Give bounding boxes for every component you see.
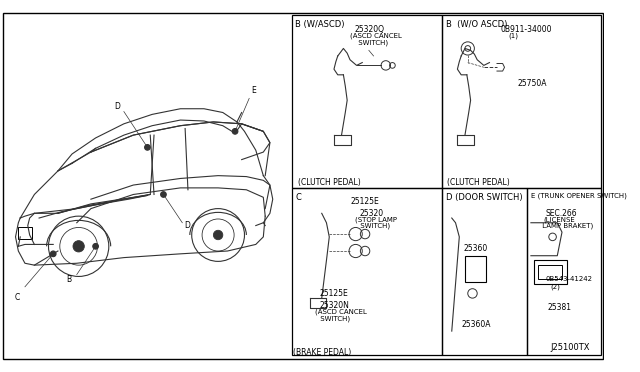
Text: 25381: 25381 [548, 303, 572, 312]
Bar [19, 227, 33, 239]
Text: 25360A: 25360A [461, 320, 491, 329]
Text: 25360: 25360 [463, 244, 487, 253]
Text: D: D [115, 102, 120, 111]
Circle shape [213, 230, 223, 240]
Text: B: B [67, 275, 72, 283]
Bar [292, 188, 442, 355]
Text: 0B911-34000: 0B911-34000 [500, 25, 552, 34]
Text: 25750A: 25750A [518, 78, 547, 87]
Bar [465, 256, 486, 282]
Circle shape [93, 244, 99, 249]
Bar [534, 260, 566, 284]
Text: 25320N: 25320N [320, 301, 349, 310]
Bar [292, 16, 442, 188]
Text: (LICENSE: (LICENSE [543, 216, 575, 223]
Text: (CLUTCH PEDAL): (CLUTCH PEDAL) [447, 179, 509, 187]
Text: 25125E: 25125E [320, 289, 349, 298]
Text: SEC.266: SEC.266 [546, 209, 578, 218]
Text: C: C [15, 294, 20, 302]
Text: C: C [295, 193, 301, 202]
Text: D: D [184, 221, 190, 230]
Bar [442, 16, 600, 188]
Text: E: E [252, 86, 256, 95]
Circle shape [145, 145, 150, 150]
Circle shape [232, 128, 238, 134]
Text: (CLUTCH PEDAL): (CLUTCH PEDAL) [298, 179, 361, 187]
Text: E (TRUNK OPENER SWITCH): E (TRUNK OPENER SWITCH) [531, 193, 627, 199]
Bar [538, 265, 562, 279]
Text: (STOP LAMP: (STOP LAMP [355, 216, 397, 223]
Text: SWITCH): SWITCH) [356, 39, 388, 45]
Circle shape [161, 192, 166, 197]
Text: J25100TX: J25100TX [551, 343, 590, 352]
Text: 25320Q: 25320Q [355, 25, 385, 34]
Text: 25125E: 25125E [350, 197, 379, 206]
Bar [442, 188, 527, 355]
Circle shape [51, 251, 56, 257]
Text: LAMP BRAKET): LAMP BRAKET) [540, 223, 593, 229]
Text: (ASCD CANCEL: (ASCD CANCEL [315, 308, 367, 315]
Text: (1): (1) [508, 32, 518, 39]
Bar [527, 188, 600, 355]
Text: B  (W/O ASCD): B (W/O ASCD) [446, 20, 508, 29]
Text: 25320: 25320 [360, 209, 383, 218]
Text: SWITCH): SWITCH) [358, 223, 390, 229]
Circle shape [73, 241, 84, 252]
Text: (ASCD CANCEL: (ASCD CANCEL [350, 32, 402, 39]
Text: (2): (2) [550, 284, 561, 291]
Text: SWITCH): SWITCH) [318, 315, 350, 321]
Text: 0B543-41242: 0B543-41242 [546, 276, 593, 282]
Text: D (DOOR SWITCH): D (DOOR SWITCH) [446, 193, 523, 202]
Text: (BRAKE PEDAL): (BRAKE PEDAL) [292, 348, 351, 357]
Text: B (W/ASCD): B (W/ASCD) [295, 20, 345, 29]
